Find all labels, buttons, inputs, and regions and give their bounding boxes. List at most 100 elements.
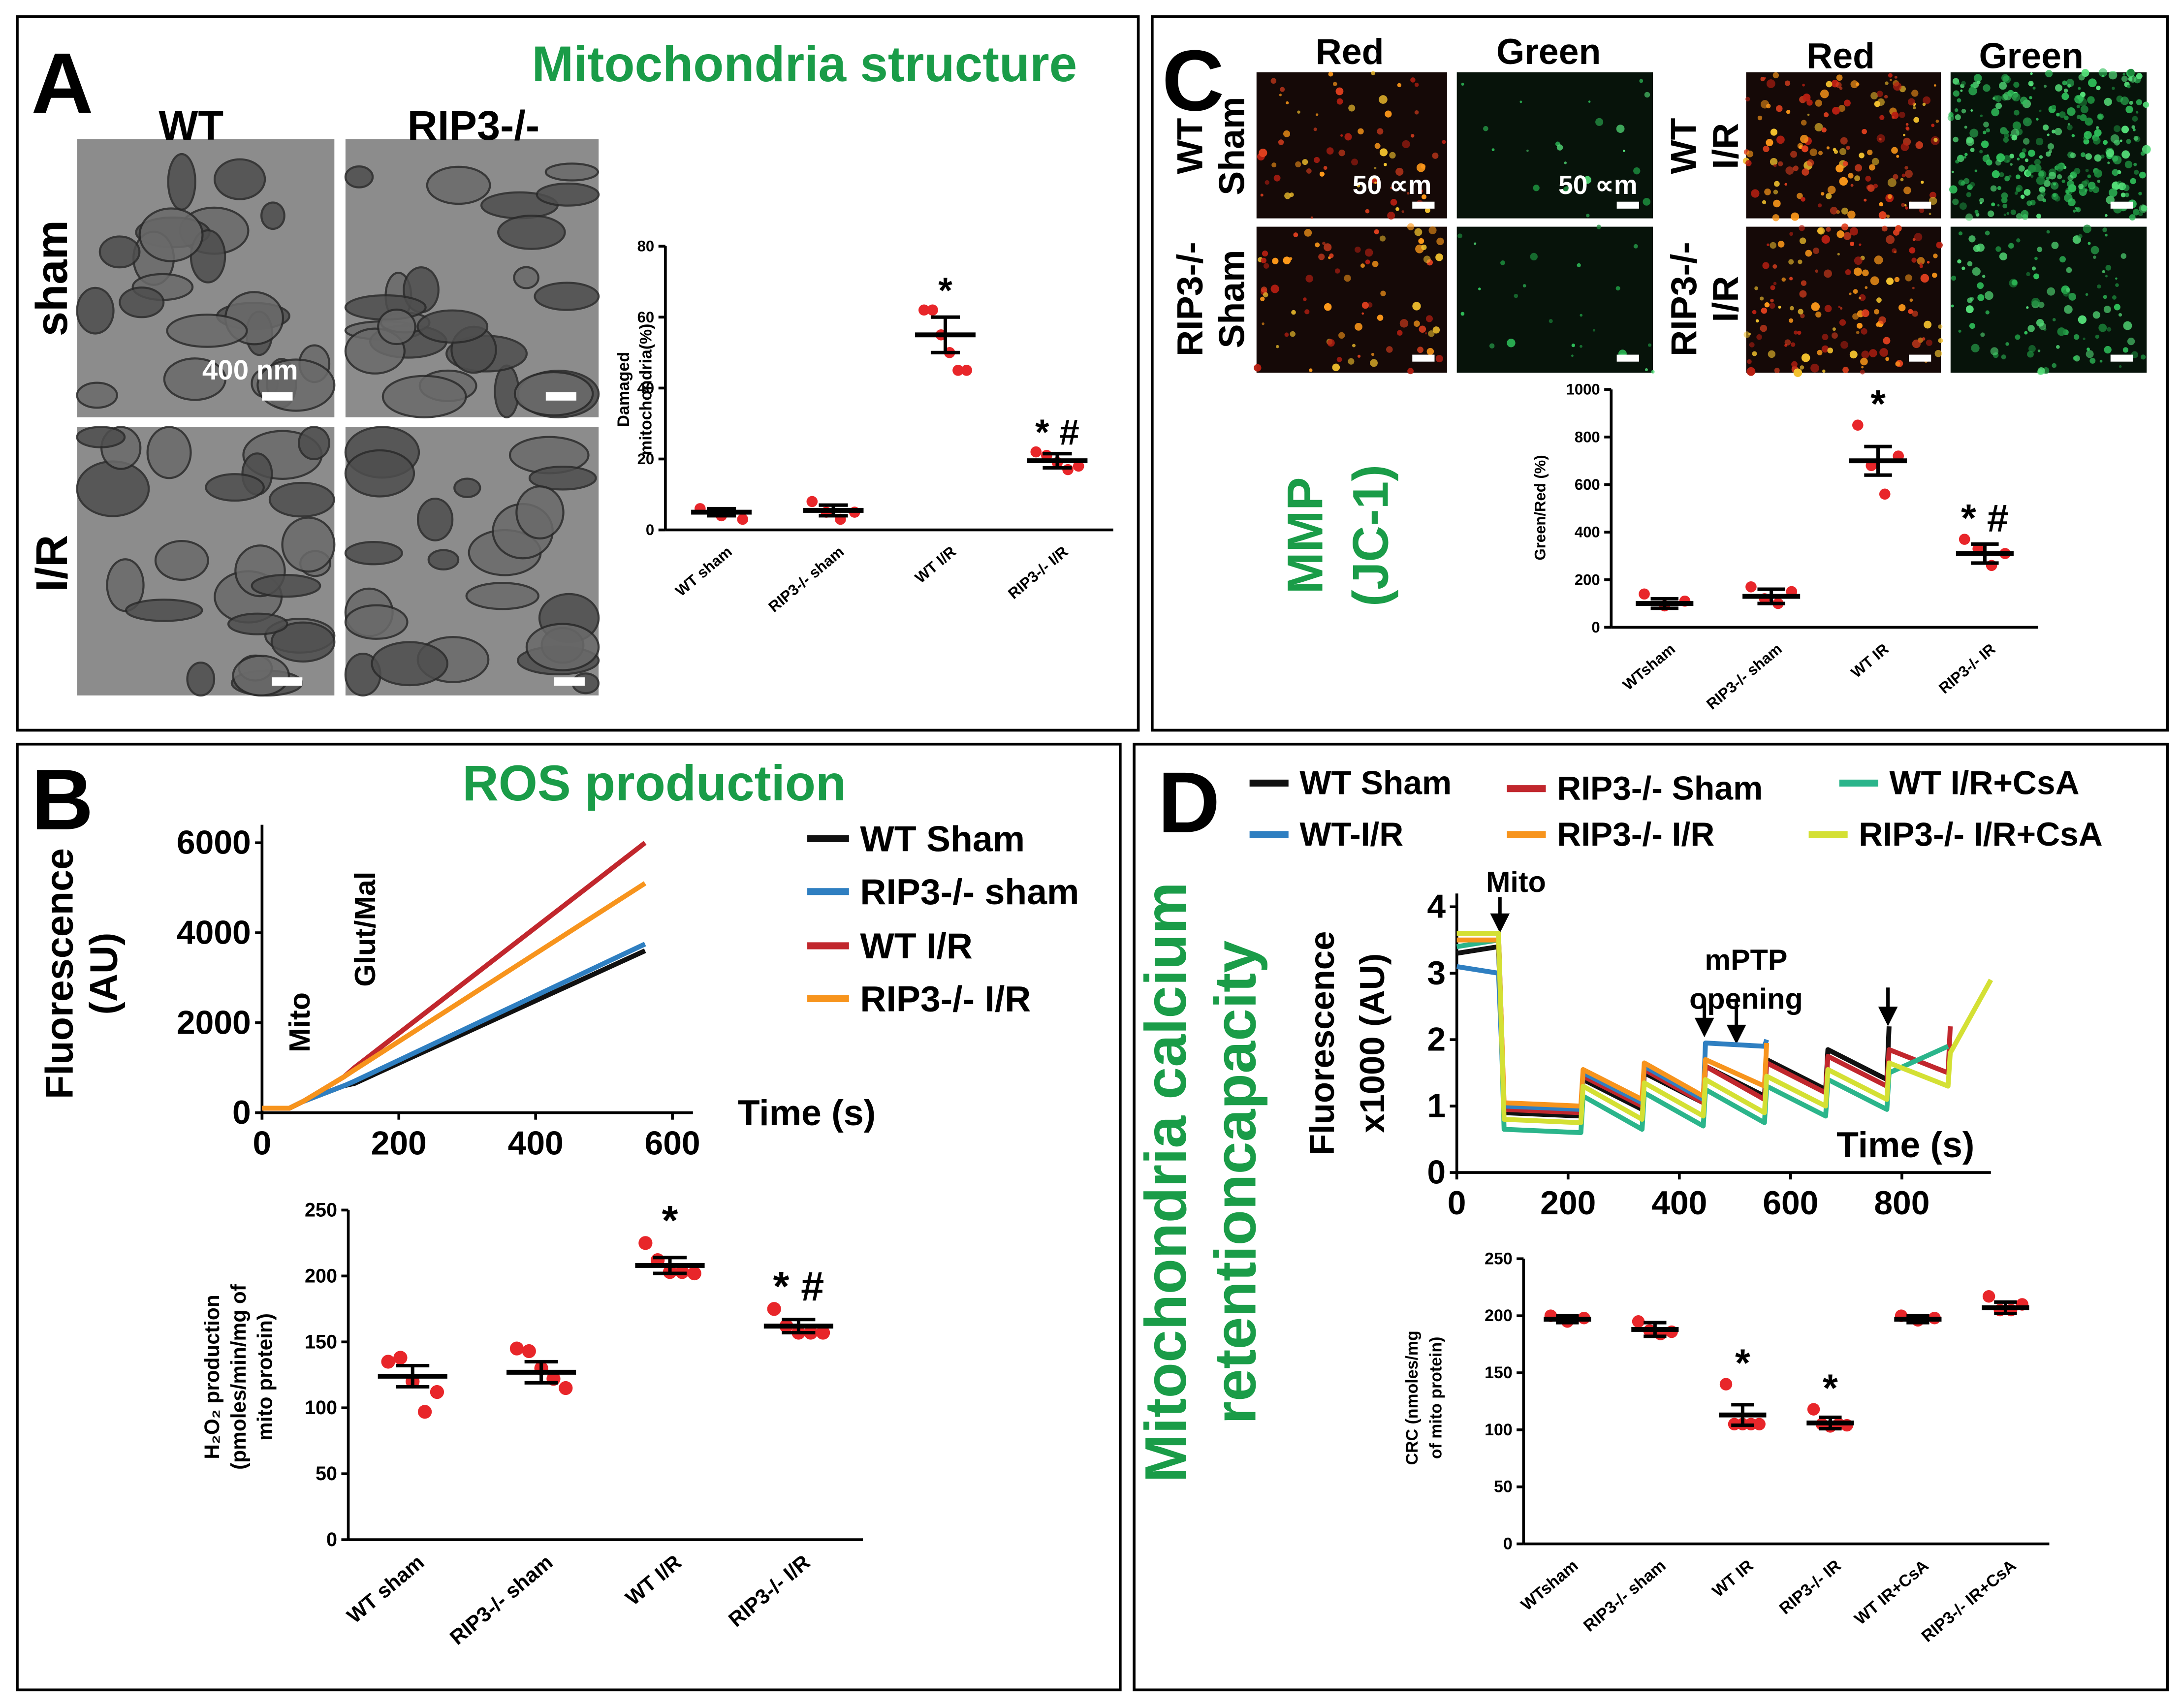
image-detail bbox=[1957, 259, 1961, 264]
image-detail bbox=[1839, 148, 1847, 156]
image-detail bbox=[2015, 174, 2021, 180]
image-detail bbox=[2074, 334, 2080, 340]
column-label: Green bbox=[1496, 31, 1601, 72]
data-point bbox=[417, 1405, 432, 1419]
image-detail bbox=[1838, 104, 1846, 112]
image-detail bbox=[1836, 74, 1843, 81]
image-detail bbox=[1898, 112, 1905, 118]
image-detail bbox=[1387, 211, 1395, 220]
image-detail bbox=[1260, 296, 1265, 301]
image-detail bbox=[1583, 176, 1591, 184]
image-detail bbox=[1992, 97, 1995, 100]
image-detail bbox=[1379, 95, 1388, 104]
image-detail bbox=[1969, 323, 1975, 329]
image-detail bbox=[1955, 114, 1961, 121]
panel-title: Mitochondria structure bbox=[532, 36, 1077, 92]
image-detail bbox=[1270, 78, 1277, 84]
image-detail bbox=[1912, 339, 1921, 348]
image-detail bbox=[1961, 181, 1965, 186]
image-detail bbox=[2048, 172, 2056, 180]
image-detail bbox=[1773, 282, 1777, 285]
image-detail bbox=[2103, 295, 2107, 299]
image-detail bbox=[1770, 285, 1775, 290]
image-detail bbox=[1358, 128, 1364, 135]
image-detail bbox=[1303, 297, 1307, 301]
image-detail bbox=[2039, 109, 2042, 112]
image-detail bbox=[1435, 355, 1443, 363]
image-detail bbox=[2083, 224, 2091, 233]
image-detail bbox=[2099, 359, 2103, 363]
image-detail bbox=[1422, 194, 1427, 199]
image-detail bbox=[1822, 334, 1829, 341]
image-detail bbox=[1424, 332, 1427, 335]
image-detail bbox=[2121, 150, 2130, 159]
y-axis-label: Damaged bbox=[614, 352, 633, 427]
image-detail bbox=[1827, 186, 1836, 194]
image-detail bbox=[1859, 294, 1866, 301]
row-label: WT bbox=[1663, 118, 1704, 174]
image-detail bbox=[1261, 286, 1267, 293]
image-detail bbox=[1933, 137, 1938, 142]
scale-bar bbox=[1909, 354, 1931, 362]
image-detail bbox=[1425, 315, 1433, 322]
image-detail bbox=[2108, 70, 2118, 80]
image-detail bbox=[2092, 311, 2100, 319]
x-tick-label: 600 bbox=[1763, 1185, 1818, 1222]
image-detail bbox=[1919, 264, 1923, 268]
image-detail bbox=[2122, 73, 2125, 76]
image-detail bbox=[1328, 71, 1333, 77]
image-detail bbox=[2133, 136, 2139, 141]
image-detail bbox=[1885, 81, 1889, 85]
image-detail bbox=[1849, 227, 1858, 236]
y-axis-label: CRC (nmoles/mg bbox=[1403, 1330, 1422, 1465]
legend-label: RIP3-/- I/R bbox=[1557, 816, 1714, 853]
image-detail bbox=[1913, 117, 1920, 123]
image-detail bbox=[2029, 83, 2033, 87]
row-label: sham bbox=[27, 220, 77, 336]
image-detail bbox=[1424, 207, 1430, 213]
image-detail bbox=[1332, 82, 1337, 86]
image-detail bbox=[1788, 259, 1794, 265]
image-detail bbox=[2084, 131, 2092, 139]
image-detail bbox=[1416, 163, 1425, 172]
image-detail bbox=[1972, 267, 1981, 276]
image-detail bbox=[2037, 194, 2044, 201]
image-detail bbox=[1752, 351, 1757, 356]
legend-label: WT I/R+CsA bbox=[1889, 764, 2079, 801]
image-detail bbox=[76, 286, 115, 335]
image-detail bbox=[1746, 150, 1754, 158]
image-detail bbox=[2105, 214, 2108, 217]
image-detail bbox=[1958, 329, 1961, 333]
image-detail bbox=[1260, 193, 1264, 197]
image-detail bbox=[1784, 339, 1791, 346]
image-detail bbox=[1789, 232, 1794, 236]
scale-bar bbox=[554, 677, 585, 686]
image-detail bbox=[1888, 73, 1893, 78]
image-detail bbox=[1801, 353, 1810, 362]
image-detail bbox=[1315, 242, 1320, 248]
image-detail bbox=[1344, 275, 1351, 282]
image-detail bbox=[2061, 93, 2069, 100]
image-detail bbox=[1855, 164, 1863, 172]
image-detail bbox=[2106, 149, 2115, 158]
micrograph bbox=[1950, 224, 2147, 375]
image-detail bbox=[1843, 99, 1851, 107]
image-detail bbox=[426, 165, 491, 205]
image-detail bbox=[2008, 175, 2012, 178]
image-detail bbox=[2003, 137, 2009, 143]
micrograph bbox=[1456, 224, 1655, 374]
image-detail bbox=[1838, 306, 1841, 308]
image-detail bbox=[1995, 102, 2002, 109]
legend-label: RIP3-/- Sham bbox=[1557, 770, 1763, 807]
image-detail bbox=[1898, 304, 1906, 312]
image-detail bbox=[1977, 80, 1981, 84]
image-detail bbox=[2087, 96, 2095, 104]
image-detail bbox=[1807, 113, 1810, 116]
image-detail bbox=[2065, 190, 2070, 194]
image-detail bbox=[1995, 246, 2001, 252]
scale-bar bbox=[545, 392, 576, 401]
micrograph bbox=[76, 426, 336, 696]
image-detail bbox=[1798, 309, 1803, 315]
image-detail bbox=[2020, 96, 2028, 104]
data-point bbox=[638, 1236, 653, 1250]
